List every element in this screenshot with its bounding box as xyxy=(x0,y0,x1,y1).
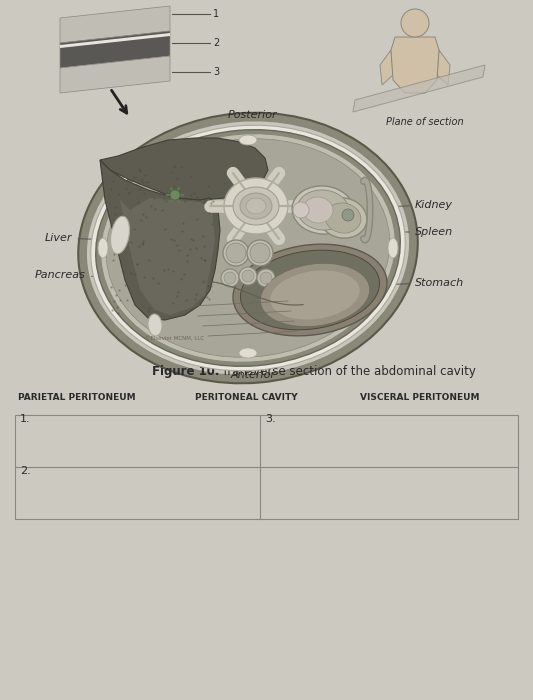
Polygon shape xyxy=(391,37,439,93)
Circle shape xyxy=(170,190,180,200)
Ellipse shape xyxy=(260,263,369,327)
Polygon shape xyxy=(353,65,485,112)
Polygon shape xyxy=(60,31,170,68)
Text: Figure 10.: Figure 10. xyxy=(152,365,220,378)
Text: 3: 3 xyxy=(213,67,219,77)
Text: Kidney: Kidney xyxy=(353,200,453,210)
Text: Pancreas: Pancreas xyxy=(35,270,137,280)
Text: Stomach: Stomach xyxy=(368,278,464,288)
Circle shape xyxy=(342,209,354,221)
Text: Spleen: Spleen xyxy=(365,227,453,237)
Ellipse shape xyxy=(388,238,398,258)
Text: Transverse section of the abdominal cavity: Transverse section of the abdominal cavi… xyxy=(218,365,476,378)
Bar xyxy=(15,415,518,519)
Circle shape xyxy=(293,202,309,218)
Text: PERITONEAL CAVITY: PERITONEAL CAVITY xyxy=(195,393,297,402)
Circle shape xyxy=(224,272,236,284)
Ellipse shape xyxy=(292,186,354,234)
Ellipse shape xyxy=(78,113,418,384)
Text: VISCERAL PERITONEUM: VISCERAL PERITONEUM xyxy=(360,393,480,402)
Ellipse shape xyxy=(246,198,266,214)
Circle shape xyxy=(401,9,429,37)
Text: ©Elsevier MCNM, LLC: ©Elsevier MCNM, LLC xyxy=(145,336,204,341)
Polygon shape xyxy=(100,138,268,200)
Ellipse shape xyxy=(110,216,130,254)
Circle shape xyxy=(247,240,273,266)
Text: 1.: 1. xyxy=(20,414,30,424)
Ellipse shape xyxy=(239,135,257,145)
Ellipse shape xyxy=(239,348,257,358)
Ellipse shape xyxy=(91,125,405,371)
Circle shape xyxy=(257,269,275,287)
Polygon shape xyxy=(100,160,220,320)
Circle shape xyxy=(250,243,270,263)
Ellipse shape xyxy=(319,198,367,238)
Text: 1: 1 xyxy=(213,9,219,19)
Ellipse shape xyxy=(98,238,108,258)
Circle shape xyxy=(239,267,257,285)
Polygon shape xyxy=(120,198,215,315)
Text: 2.: 2. xyxy=(20,466,31,476)
Ellipse shape xyxy=(270,270,360,320)
Circle shape xyxy=(242,270,254,282)
Text: Anterior: Anterior xyxy=(230,370,276,380)
Text: Plane of section: Plane of section xyxy=(386,117,464,127)
Polygon shape xyxy=(437,50,450,85)
Circle shape xyxy=(221,269,239,287)
Polygon shape xyxy=(224,178,288,234)
Ellipse shape xyxy=(325,203,361,233)
Circle shape xyxy=(260,272,272,284)
Ellipse shape xyxy=(106,139,390,357)
Ellipse shape xyxy=(297,190,349,230)
Ellipse shape xyxy=(233,187,279,225)
Ellipse shape xyxy=(96,130,400,366)
Polygon shape xyxy=(60,56,170,93)
Ellipse shape xyxy=(240,250,379,330)
Text: 2: 2 xyxy=(213,38,219,48)
Text: PARIETAL PERITONEUM: PARIETAL PERITONEUM xyxy=(18,393,135,402)
Polygon shape xyxy=(60,33,170,48)
Circle shape xyxy=(223,240,249,266)
Ellipse shape xyxy=(86,120,410,375)
Polygon shape xyxy=(60,6,170,43)
Polygon shape xyxy=(380,50,393,85)
Ellipse shape xyxy=(303,197,333,223)
Text: Posterior: Posterior xyxy=(228,110,278,120)
Text: Liver: Liver xyxy=(45,233,112,243)
Circle shape xyxy=(226,243,246,263)
Polygon shape xyxy=(410,35,420,40)
Ellipse shape xyxy=(148,314,162,336)
Text: 3.: 3. xyxy=(265,414,276,424)
Ellipse shape xyxy=(101,134,395,363)
Ellipse shape xyxy=(240,193,272,219)
Ellipse shape xyxy=(233,244,387,336)
